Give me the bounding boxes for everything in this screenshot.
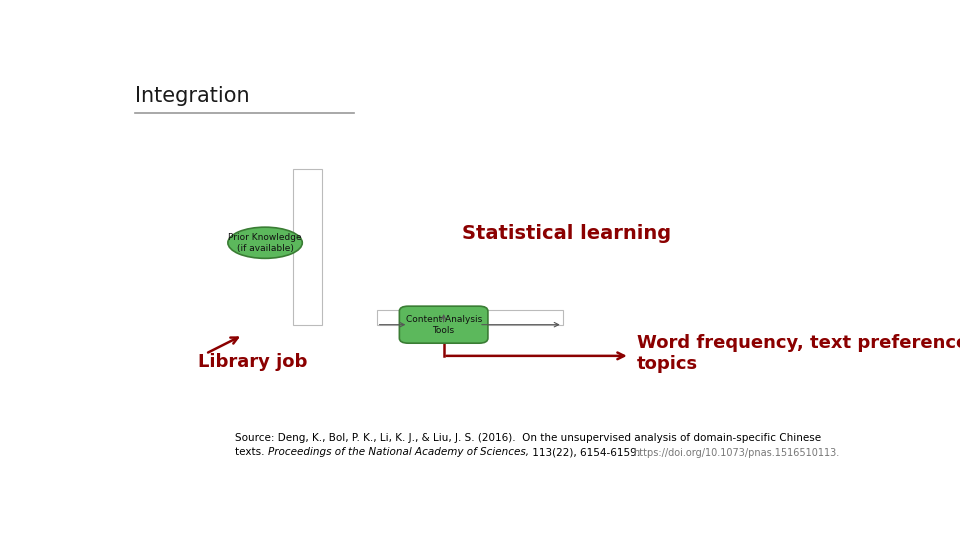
Text: https://doi.org/10.1073/pnas.1516510113.: https://doi.org/10.1073/pnas.1516510113. xyxy=(634,448,840,458)
Bar xyxy=(293,168,323,325)
Text: Prior Knowledge
(if available): Prior Knowledge (if available) xyxy=(228,233,301,253)
Text: Word frequency, text preferences &
topics: Word frequency, text preferences & topic… xyxy=(637,334,960,373)
Ellipse shape xyxy=(228,227,302,258)
Text: Integration: Integration xyxy=(134,85,250,106)
Text: Source: Deng, K., Bol, P. K., Li, K. J., & Liu, J. S. (2016).  On the unsupervis: Source: Deng, K., Bol, P. K., Li, K. J.,… xyxy=(235,433,822,443)
FancyBboxPatch shape xyxy=(399,306,488,343)
Text: Proceedings of the National Academy of Sciences,: Proceedings of the National Academy of S… xyxy=(268,447,529,457)
Text: Content Analysis
Tools: Content Analysis Tools xyxy=(405,315,482,335)
Text: 113(22), 6154-6159.: 113(22), 6154-6159. xyxy=(529,447,640,457)
Text: Library job: Library job xyxy=(198,353,307,371)
Text: Statistical learning: Statistical learning xyxy=(463,224,671,242)
Text: texts.: texts. xyxy=(235,447,268,457)
Bar xyxy=(376,310,563,325)
